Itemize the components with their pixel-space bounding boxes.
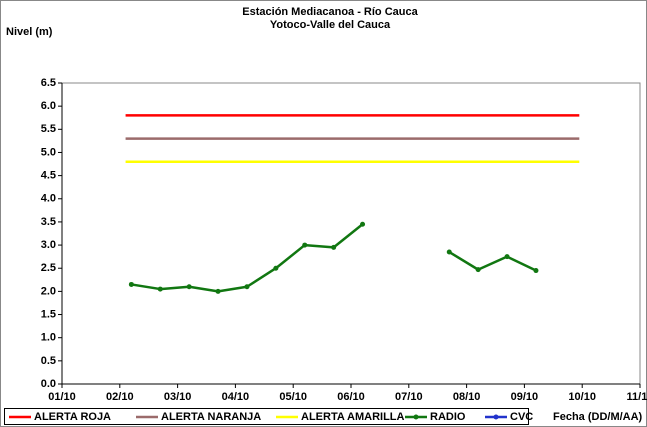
y-tick-label: 4.0 xyxy=(41,193,56,205)
legend-marker xyxy=(413,414,419,420)
legend-label: ALERTA AMARILLA xyxy=(301,411,405,423)
x-axis-label: Fecha (DD/M/AA) xyxy=(553,411,643,423)
x-tick-label: 01/10 xyxy=(48,391,76,403)
x-tick-label: 11/10 xyxy=(627,391,647,403)
y-tick-label: 0.0 xyxy=(41,378,56,390)
x-tick-label: 07/10 xyxy=(395,391,423,403)
x-tick-label: 06/10 xyxy=(337,391,365,403)
data-point xyxy=(331,244,337,250)
data-point xyxy=(475,267,481,273)
y-tick-label: 6.0 xyxy=(41,100,56,112)
y-tick-label: 5.5 xyxy=(41,123,56,135)
legend-box xyxy=(4,408,529,425)
x-tick-label: 04/10 xyxy=(222,391,250,403)
y-tick-label: 3.5 xyxy=(41,216,56,228)
data-point xyxy=(244,284,250,290)
y-tick-label: 1.0 xyxy=(41,332,56,344)
chart-subtitle: Yotoco-Valle del Cauca xyxy=(270,19,391,31)
data-point xyxy=(273,265,279,271)
y-tick-label: 1.5 xyxy=(41,308,56,320)
x-tick-label: 09/10 xyxy=(511,391,539,403)
y-tick-label: 4.5 xyxy=(41,170,56,182)
data-point xyxy=(302,242,308,248)
data-point xyxy=(360,221,366,227)
x-tick-label: 05/10 xyxy=(279,391,307,403)
y-tick-label: 3.0 xyxy=(41,239,56,251)
data-point xyxy=(504,254,510,260)
legend-marker xyxy=(493,414,499,420)
x-tick-label: 10/10 xyxy=(568,391,596,403)
y-tick-label: 0.5 xyxy=(41,355,56,367)
x-tick-label: 08/10 xyxy=(453,391,481,403)
chart-title: Estación Mediacanoa - Río Cauca xyxy=(242,6,418,18)
data-point xyxy=(446,249,452,255)
legend-label: RADIO xyxy=(430,411,466,423)
y-tick-label: 5.0 xyxy=(41,146,56,158)
legend-label: CVC xyxy=(510,411,533,423)
data-point xyxy=(533,268,539,274)
legend-label: ALERTA NARANJA xyxy=(161,411,261,423)
data-point xyxy=(128,281,134,287)
data-point xyxy=(186,284,192,290)
legend-label: ALERTA ROJA xyxy=(34,411,111,423)
y-tick-label: 2.5 xyxy=(41,262,56,274)
y-tick-label: 2.0 xyxy=(41,285,56,297)
data-point xyxy=(157,286,163,292)
x-tick-label: 02/10 xyxy=(106,391,134,403)
y-tick-label: 6.5 xyxy=(41,77,56,89)
x-tick-label: 03/10 xyxy=(164,391,192,403)
y-axis-label: Nivel (m) xyxy=(6,26,53,38)
data-point xyxy=(215,288,221,294)
